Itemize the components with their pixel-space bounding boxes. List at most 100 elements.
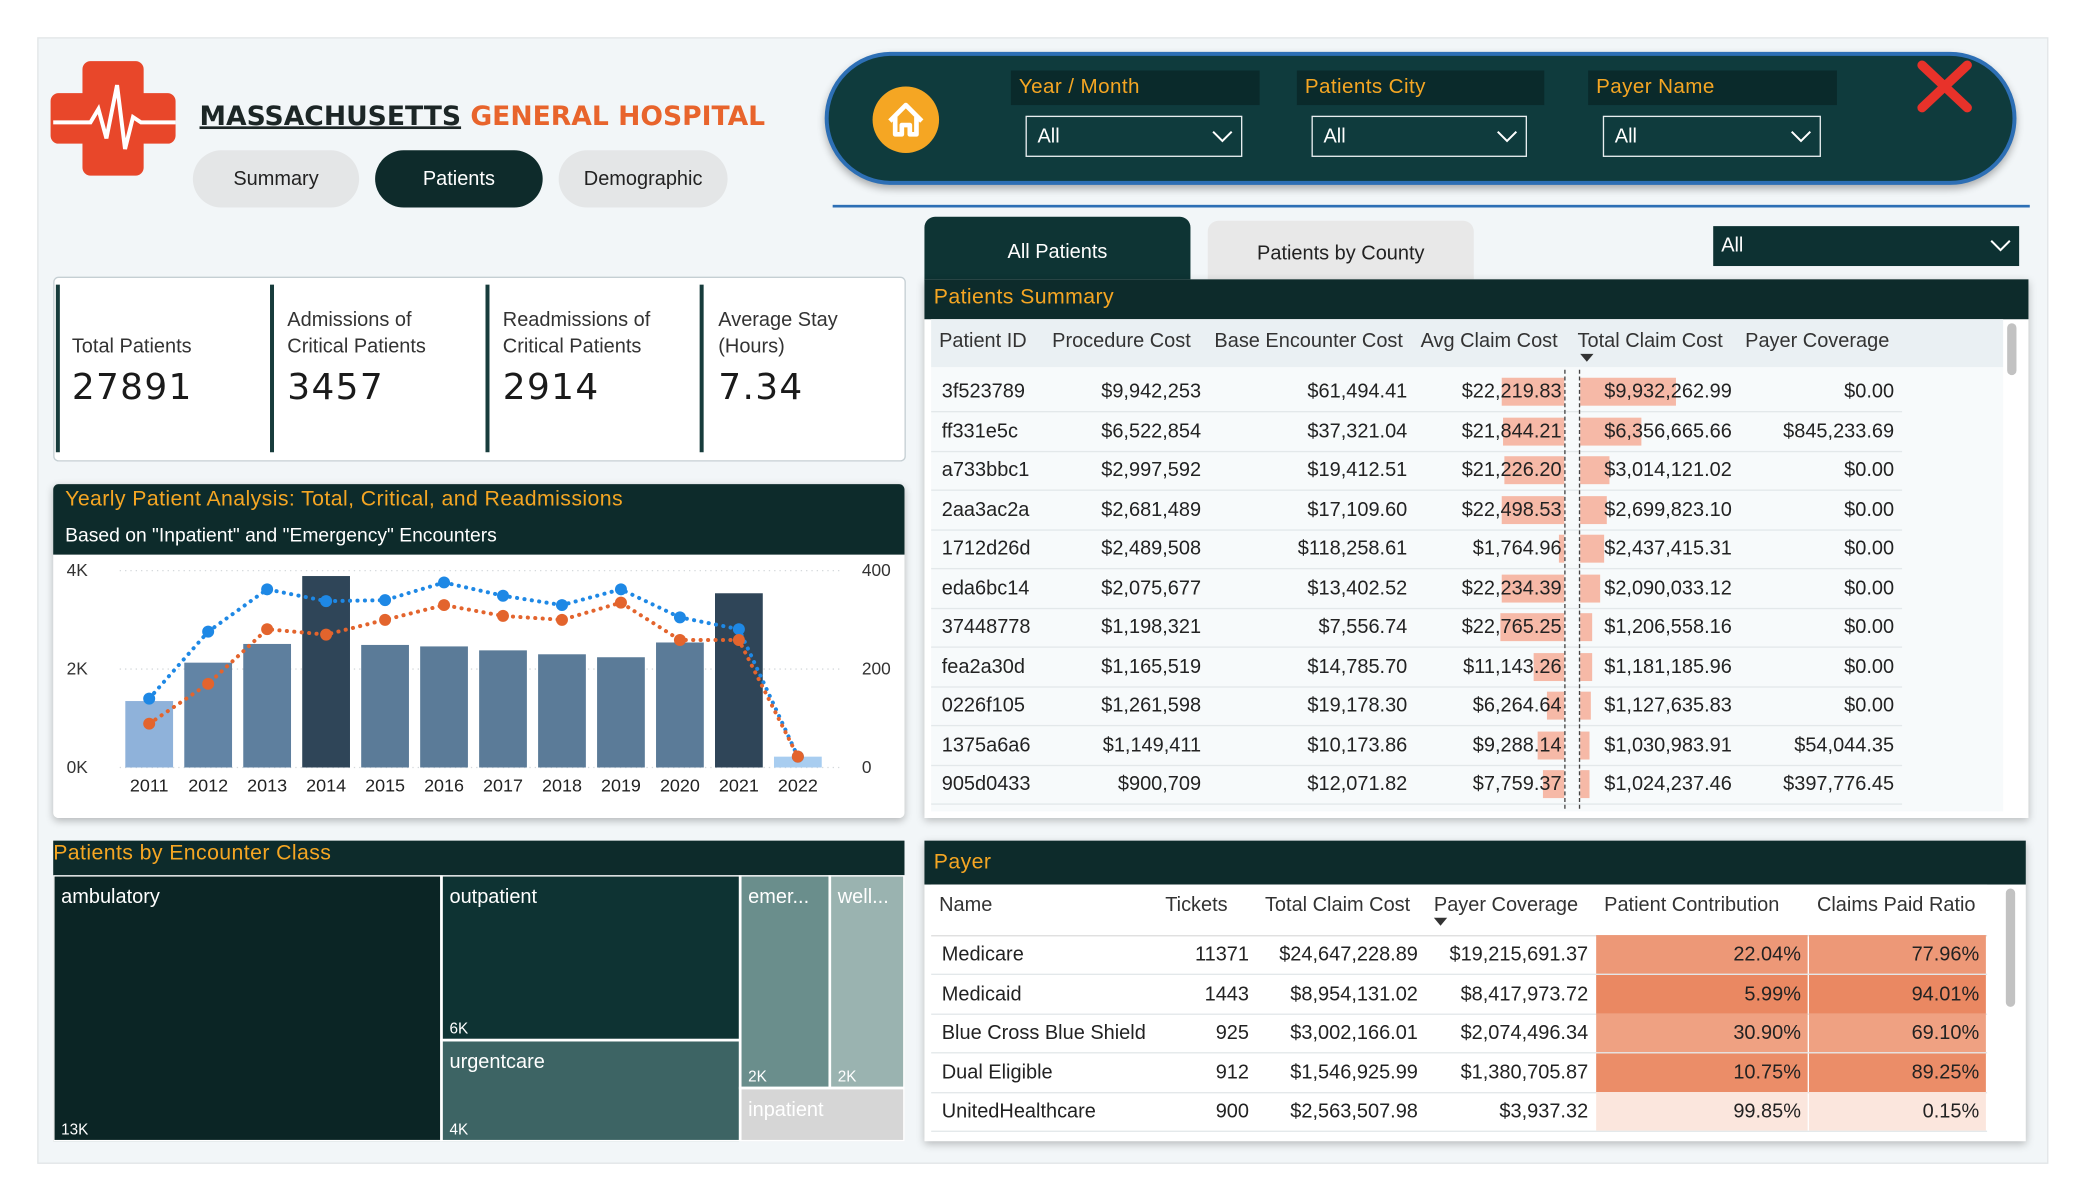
- column-header: Avg Claim Cost: [1420, 329, 1558, 352]
- treemap: ambulatory 13K outpatient 6K urgentcare 4K eme…: [53, 875, 905, 1142]
- table-cell: $1,030,983.91: [1604, 733, 1732, 757]
- table-cell: 99.85%: [1733, 1100, 1801, 1123]
- kpi-label-text: Average Stay (Hours): [718, 308, 838, 358]
- table-cell: $0.00: [1844, 537, 1895, 560]
- view-tab-active[interactable]: All Patients: [924, 216, 1191, 281]
- bar: [125, 701, 174, 768]
- heat-cell: [1596, 935, 1808, 974]
- column-header: Claims Paid Ratio: [1816, 893, 1976, 916]
- panel-header: Payer: [924, 840, 2026, 885]
- sort-arrow: [1433, 917, 1448, 926]
- treemap-label: emer...: [748, 886, 809, 908]
- nav-tab[interactable]: Demographic: [558, 150, 728, 208]
- table-cell: $13,402.52: [1307, 576, 1408, 600]
- kpi-value: 2914: [502, 367, 600, 409]
- column-header: Tickets: [1165, 893, 1228, 916]
- nav-tab[interactable]: Summary: [192, 150, 360, 208]
- scrollbar[interactable]: [2005, 888, 2016, 1007]
- table-cell: $1,181,185.96: [1604, 655, 1732, 678]
- kpi-accent: [55, 284, 60, 453]
- line-point: [673, 634, 686, 647]
- row-divider: [931, 607, 1903, 609]
- kpi-accent: [270, 284, 275, 453]
- bar: [361, 644, 409, 768]
- x-tick-label: 2013: [247, 775, 287, 795]
- table-cell: $12,071.82: [1307, 772, 1408, 796]
- panel-title: Patients Summary: [933, 285, 1115, 309]
- hospital-title: MASSACHUSETTS GENERAL HOSPITAL: [200, 100, 766, 132]
- nav-tab-active[interactable]: Patients: [375, 150, 543, 208]
- kpi-label: Admissions of Critical Patients: [287, 301, 460, 361]
- close-button[interactable]: [1915, 60, 1974, 113]
- filter-value: All: [1037, 125, 1060, 148]
- logo: [50, 61, 176, 176]
- column-header: Patient Contribution: [1604, 893, 1780, 916]
- line-point: [732, 623, 745, 636]
- kpi-label-text: Readmissions of Critical Patients: [502, 308, 651, 358]
- table-cell: $22,234.39: [1461, 576, 1562, 600]
- divider: [832, 204, 2030, 208]
- treemap-label: well...: [837, 886, 889, 908]
- table-cell: $54,044.35: [1794, 733, 1895, 757]
- row-divider: [931, 1052, 1988, 1054]
- county-dropdown[interactable]: All: [1713, 226, 2020, 267]
- table-cell: $11,143.26: [1463, 655, 1562, 678]
- data-bar: [1501, 377, 1565, 406]
- kpi-label: Average Stay (Hours): [718, 301, 858, 361]
- filter-label: Patients City: [1296, 70, 1545, 106]
- table-cell: $0.00: [1844, 615, 1895, 639]
- patients-table: Patient ID Procedure Cost Base Encounter C…: [931, 319, 2004, 812]
- line-point: [555, 613, 568, 626]
- filter-label: Year / Month: [1010, 70, 1260, 106]
- scrollbar[interactable]: [2007, 323, 2017, 376]
- table-cell: 89.25%: [1911, 1060, 1980, 1084]
- x-tick-label: 2021: [719, 775, 759, 795]
- data-bar: [1500, 613, 1565, 642]
- table-cell: $1,024,237.46: [1604, 772, 1732, 796]
- table-cell: $61,494.41: [1307, 380, 1408, 404]
- heat-cell: [1596, 974, 1808, 1013]
- table-cell: $7,759.37: [1472, 772, 1562, 796]
- table-cell: 5.99%: [1744, 982, 1801, 1005]
- table-cell: $3,002,166.01: [1290, 1021, 1418, 1045]
- sort-glyph: [1580, 353, 1594, 362]
- table-cell: $9,288.14: [1472, 733, 1562, 757]
- filter-dropdown[interactable]: All: [1025, 115, 1243, 157]
- row-divider: [931, 646, 1903, 648]
- table-cell: $1,380,705.87: [1460, 1060, 1589, 1084]
- table-cell: $8,954,131.02: [1290, 982, 1418, 1005]
- table-cell: $1,198,321: [1101, 615, 1202, 639]
- treemap-value: 2K: [838, 1068, 857, 1085]
- filter-dropdown[interactable]: All: [1602, 115, 1821, 157]
- data-bar: [1580, 573, 1601, 602]
- sort-guide: [1578, 369, 1581, 809]
- data-bar: [1580, 652, 1592, 681]
- data-bar: [1532, 652, 1565, 681]
- data-bar: [1504, 456, 1565, 485]
- table-cell: $2,437,415.31: [1604, 537, 1732, 560]
- table-cell: $2,074,496.34: [1460, 1021, 1589, 1045]
- data-bar: [1580, 456, 1610, 485]
- table-cell: $24,647,228.89: [1279, 943, 1418, 966]
- data-bar: [1580, 730, 1591, 759]
- chevron-line: [1790, 130, 1812, 143]
- view-tab[interactable]: Patients by County: [1207, 220, 1474, 280]
- table-cell: 900: [1215, 1100, 1249, 1123]
- table-cell: $3,937.32: [1499, 1100, 1589, 1123]
- bar: [656, 642, 704, 768]
- chevron-line: [1990, 240, 2011, 252]
- filter-dropdown[interactable]: All: [1311, 115, 1527, 157]
- data-bar: [1501, 573, 1565, 602]
- table-cell: 30.90%: [1733, 1021, 1801, 1045]
- table-cell: 3f523789: [941, 380, 1025, 404]
- table-cell: $0.00: [1844, 576, 1895, 600]
- home-button[interactable]: [872, 86, 940, 153]
- table-cell: 1712d26d: [941, 537, 1031, 560]
- column-header: Name: [939, 893, 993, 916]
- filter-label: Payer Name: [1588, 70, 1837, 106]
- table-cell: Medicare: [941, 943, 1024, 966]
- x-tick-label: 2014: [306, 775, 346, 795]
- title-main: MASSACHUSETTS: [199, 99, 462, 132]
- table-cell: 905d0433: [941, 772, 1031, 796]
- line-point: [614, 583, 627, 596]
